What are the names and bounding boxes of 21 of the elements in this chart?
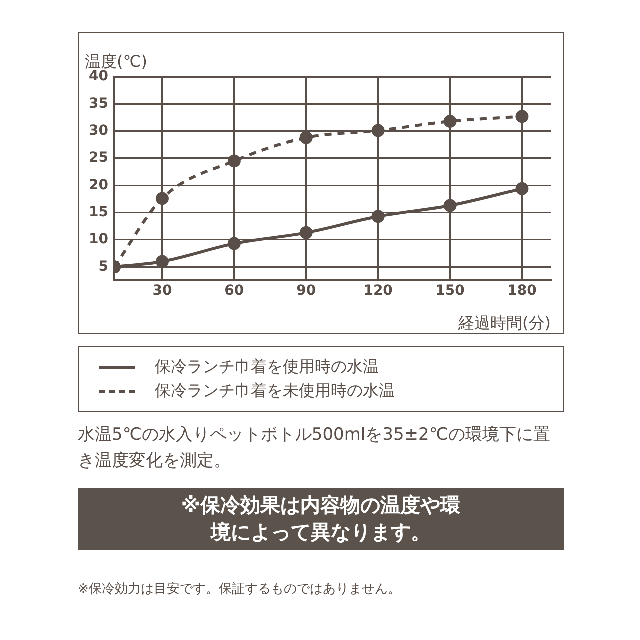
- y-tick-label: 30: [89, 122, 109, 139]
- text: 水温5℃の水入りペットボトル500mlを35±2℃の環境下に置き温度変化を測定。: [78, 424, 552, 473]
- text: ※保冷効果は内容物の温度や環境によって異なります。: [78, 488, 564, 550]
- legend-label: 保冷ランチ巾着を使用時の水温: [155, 356, 379, 378]
- y-tick-label: 25: [89, 150, 108, 166]
- x-tick-label: 60: [224, 283, 244, 300]
- x-axis-title: 経過時間(分): [458, 313, 551, 332]
- x-tick-label: 120: [364, 283, 394, 300]
- y-tick-label: 5: [98, 258, 108, 275]
- x-tick-label: 30: [152, 283, 172, 300]
- y-tick-label: 10: [89, 232, 109, 248]
- y-tick-label: 40: [89, 68, 109, 85]
- x-tick-label: 180: [508, 283, 538, 300]
- x-tick-label: 90: [296, 283, 316, 300]
- y-tick-label: 20: [89, 177, 109, 194]
- x-tick-label: 150: [436, 283, 466, 300]
- y-tick-label: 15: [89, 204, 108, 220]
- y-tick-label: 35: [89, 96, 108, 112]
- y-axis-title: 温度(℃): [85, 52, 148, 72]
- text: ※保冷効力は目安です。保証するものではありません。: [78, 581, 402, 598]
- legend-label: 保冷ランチ巾着を未使用時の水温: [155, 380, 395, 402]
